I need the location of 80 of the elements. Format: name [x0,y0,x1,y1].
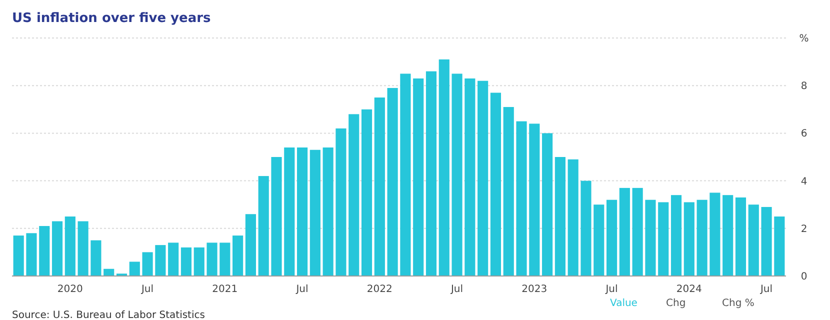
bar [232,236,244,276]
bar [606,200,618,276]
bar [452,74,462,276]
bar [658,202,669,276]
bar [774,216,785,276]
bar [361,109,372,276]
bar [554,157,566,276]
bar [426,71,437,276]
bar [374,98,385,276]
bar [13,236,24,276]
bar [516,121,527,276]
text: Value [610,298,638,309]
bar [194,247,204,276]
bar [400,74,411,276]
bar [245,214,256,276]
chart-title: US inflation over five years [12,11,212,26]
bar [26,233,37,276]
bar [168,242,179,276]
x-tick-label: Jul [759,284,773,295]
bar [336,128,346,276]
y-tick-label: 8 [800,81,808,92]
y-tick-label: 2 [800,224,808,235]
x-tick-label: Jul [295,284,308,295]
y-tick-label: 6 [800,128,808,140]
bar [735,197,746,276]
x-tick-label: 2021 [212,284,238,295]
text: Chg [666,298,686,309]
bar [322,147,334,276]
bar [104,268,114,276]
x-tick-label: Jul [450,284,464,295]
bar [490,92,502,276]
bar [64,216,76,276]
bar [78,221,88,276]
bar [284,147,295,276]
bar [594,204,604,276]
bar [645,200,656,276]
bar [438,59,450,276]
bar [761,206,772,276]
bar [90,240,102,276]
x-tick-label: 2024 [676,284,702,295]
bar [220,242,230,276]
bar [206,242,218,276]
bar [478,80,488,276]
bar [580,180,592,276]
bar [271,157,282,276]
y-tick-label: 4 [800,176,808,188]
bar [684,202,694,276]
bar [568,159,578,276]
y-tick-label: 0 [800,272,808,282]
bar [39,226,50,276]
bar [296,147,308,276]
bar [413,78,424,276]
bar [632,188,643,276]
bar [310,150,320,276]
bar [142,252,153,276]
x-tick-label: 2023 [522,284,548,295]
bar [129,262,140,276]
bar [464,78,476,276]
y-tick-label: % [799,34,809,44]
bar [696,200,708,276]
x-tick-label: 2022 [366,284,392,295]
bar [670,195,682,276]
bar [348,114,360,276]
x-tick-label: Jul [604,284,618,295]
bar [710,192,720,276]
bar [748,204,759,276]
bar [542,133,553,276]
source-note: Source: U.S. Bureau of Labor Statistics [12,310,205,320]
bar [180,247,192,276]
text: Chg % [722,298,754,309]
x-tick-label: Jul [140,284,154,295]
bar [258,176,269,276]
bar [722,195,734,276]
x-tick-label: 2020 [57,284,83,295]
bar [529,124,540,276]
bar [52,221,63,276]
bar [387,88,398,276]
bar [619,188,630,276]
bar [503,107,514,276]
bar [155,245,166,276]
